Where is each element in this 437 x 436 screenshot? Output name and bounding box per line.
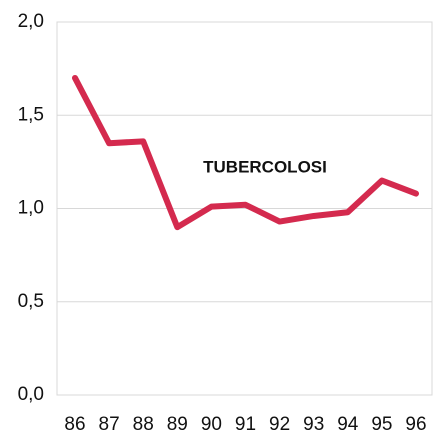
x-tick-label: 89: [167, 414, 188, 435]
y-tick-label: 2,0: [18, 11, 44, 32]
x-tick-label: 90: [201, 414, 222, 435]
data-line: [72, 74, 419, 231]
x-tick-label: 88: [133, 414, 154, 435]
x-tick-label: 91: [235, 414, 256, 435]
annotation: TUBERCOLOSI: [203, 157, 327, 176]
x-tick-label: 93: [303, 414, 324, 435]
x-tick-label: 86: [64, 414, 85, 435]
y-tick-label: 1,0: [18, 198, 44, 219]
x-tick-label: 95: [371, 414, 392, 435]
y-tick-label: 0,5: [18, 291, 44, 312]
x-tick-label: 92: [269, 414, 290, 435]
y-tick-label: 1,5: [18, 104, 44, 125]
x-tick-label: 87: [99, 414, 120, 435]
y-tick-label: 0,0: [18, 384, 44, 405]
x-tick-label: 94: [337, 414, 359, 435]
x-tick-label: 96: [405, 414, 426, 435]
